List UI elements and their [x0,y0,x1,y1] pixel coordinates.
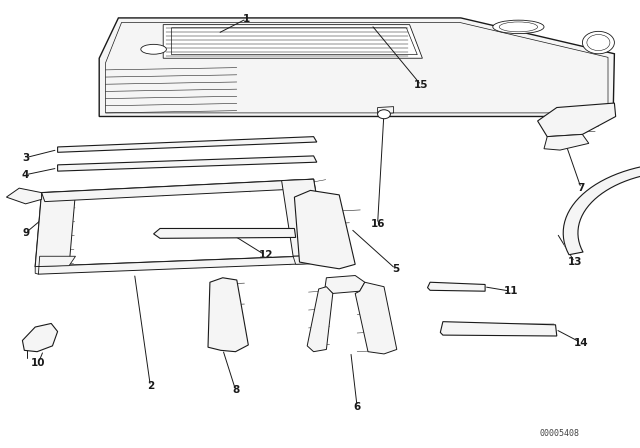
Polygon shape [440,322,557,336]
Polygon shape [154,228,296,238]
Polygon shape [99,18,614,116]
Polygon shape [563,164,640,255]
Polygon shape [544,134,589,150]
Ellipse shape [493,20,544,34]
Text: 13: 13 [568,257,582,267]
Text: 10: 10 [31,358,45,368]
Text: 12: 12 [259,250,273,260]
Text: 5: 5 [392,264,399,274]
Polygon shape [294,190,355,269]
Polygon shape [42,179,314,202]
Text: 7: 7 [577,183,585,193]
Polygon shape [35,192,76,267]
Polygon shape [355,282,397,354]
Polygon shape [35,256,76,274]
Polygon shape [208,278,248,352]
Text: 15: 15 [414,80,428,90]
Text: 00005408: 00005408 [540,429,580,438]
Circle shape [582,31,614,54]
Text: 4: 4 [22,170,29,180]
Text: 8: 8 [232,385,239,395]
Ellipse shape [141,44,166,54]
Text: 6: 6 [353,402,361,412]
Text: 11: 11 [504,286,518,296]
Polygon shape [35,179,326,267]
Polygon shape [293,255,326,264]
Text: 2: 2 [147,381,154,391]
Polygon shape [428,282,485,291]
Polygon shape [163,25,422,58]
Polygon shape [378,107,394,114]
Polygon shape [35,255,326,274]
Polygon shape [58,156,317,171]
Text: 1: 1 [243,14,250,24]
Circle shape [378,110,390,119]
Polygon shape [325,276,365,293]
Text: 9: 9 [22,228,29,238]
Text: 3: 3 [22,153,29,163]
Polygon shape [282,179,326,256]
Text: 14: 14 [574,338,588,348]
Text: 16: 16 [371,219,385,229]
Polygon shape [58,137,317,152]
Polygon shape [538,103,616,137]
Polygon shape [307,287,333,352]
Polygon shape [22,323,58,352]
Polygon shape [6,188,42,204]
